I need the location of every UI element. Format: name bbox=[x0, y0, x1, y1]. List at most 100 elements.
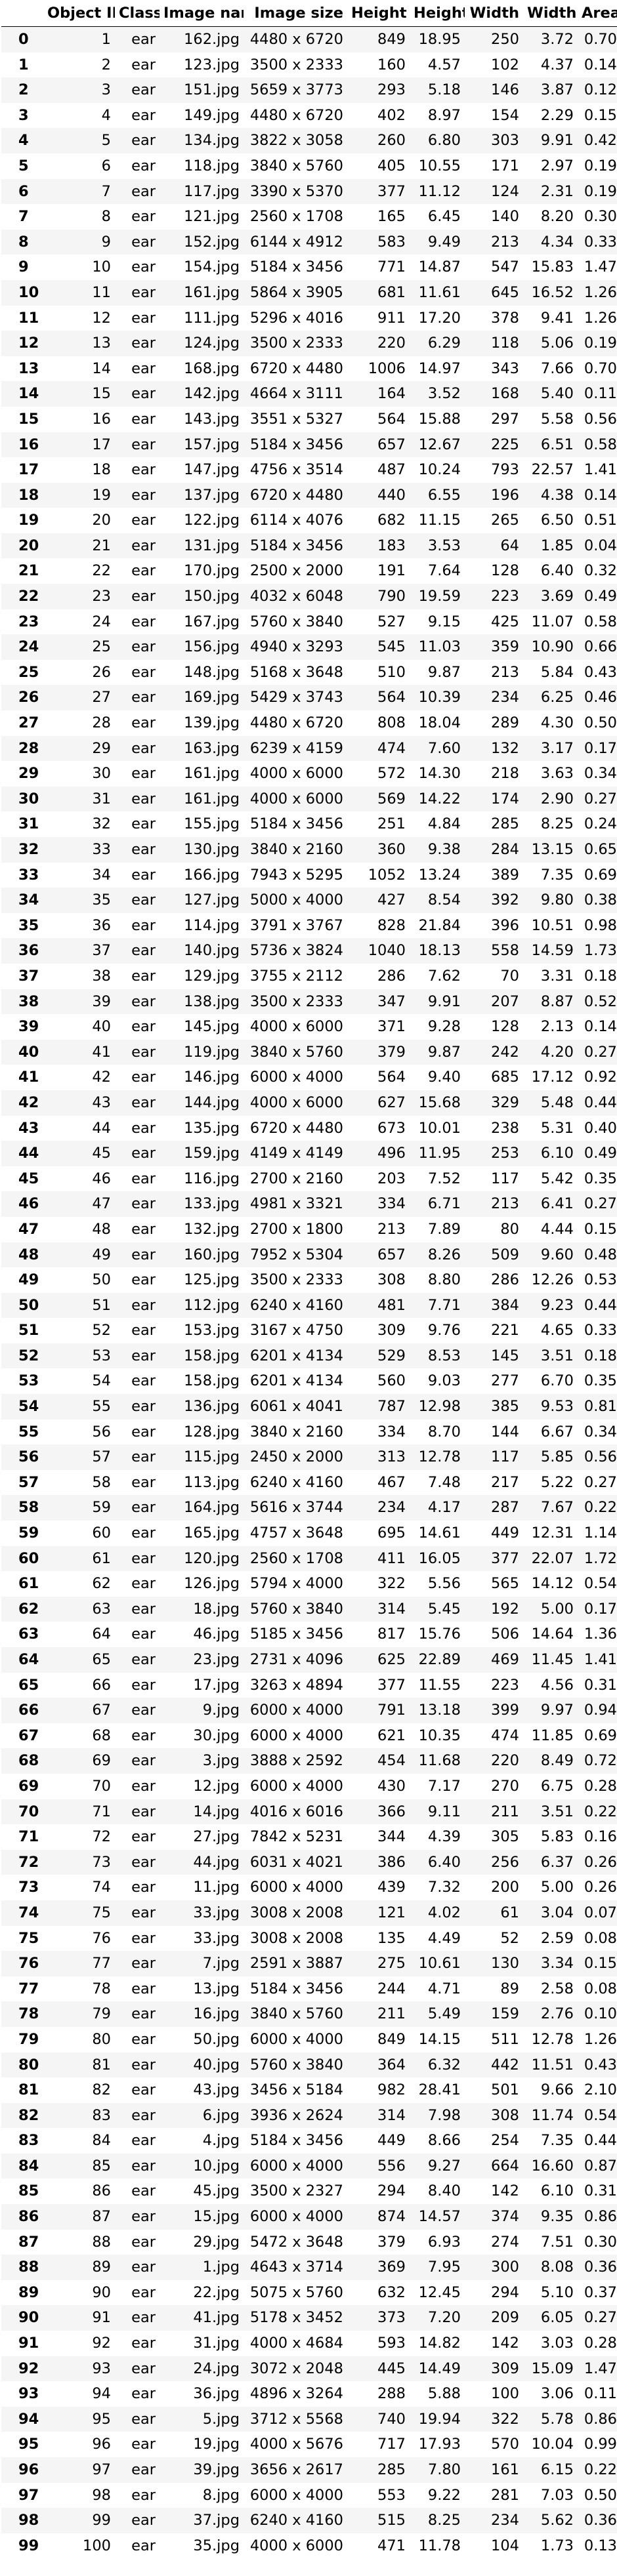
area-cell: 0.94 bbox=[578, 1698, 617, 1723]
height-px-cell: 430 bbox=[377, 1777, 406, 1795]
image-size-cell: 3456 x 5184 bbox=[249, 2081, 343, 2099]
image-size-cell: 3551 x 5327 bbox=[249, 410, 343, 428]
height-px-cell: 234 bbox=[347, 1495, 410, 1521]
image-size-cell: 6061 x 4041 bbox=[244, 1394, 347, 1420]
width-pct-cell: 8.87 bbox=[523, 989, 578, 1015]
table-row: 76 77 ear 7.jpg 2591 x 3887 275 10.61 130 3.34 0.… bbox=[1, 1951, 617, 1976]
width-px-cell: 253 bbox=[465, 1141, 523, 1166]
width-pct-cell: 4.44 bbox=[540, 1220, 574, 1238]
height-px-cell: 583 bbox=[347, 229, 410, 255]
table-row: 24 25 ear 156.jpg 4940 x 3293 545 11.03 359 10.9… bbox=[1, 634, 617, 660]
table-row: 45 46 ear 116.jpg 2700 x 2160 203 7.52 117 5.42 0… bbox=[1, 1166, 617, 1192]
height-px-cell: 445 bbox=[347, 2356, 410, 2382]
row-index: 57 bbox=[18, 1473, 39, 1491]
height-pct-cell: 7.80 bbox=[410, 2457, 465, 2483]
table-row: 78 79 ear 16.jpg 3840 x 5760 211 5.49 159 2.76 0.… bbox=[1, 2001, 617, 2027]
width-pct-cell: 15.83 bbox=[531, 258, 574, 276]
height-pct-cell: 28.41 bbox=[418, 2081, 461, 2099]
image-name-cell: 161.jpg bbox=[184, 765, 240, 783]
height-pct-cell: 21.84 bbox=[418, 916, 461, 934]
area-cell: 0.36 bbox=[578, 2508, 617, 2533]
image-size-cell: 4032 x 6048 bbox=[244, 584, 347, 609]
height-pct-cell: 7.95 bbox=[410, 2255, 465, 2280]
width-pct-cell: 12.26 bbox=[531, 1271, 574, 1289]
area-cell: 0.52 bbox=[578, 989, 617, 1015]
table-row: 43 44 ear 135.jpg 6720 x 4480 673 10.01 238 5.31… bbox=[1, 1116, 617, 1141]
height-px-cell: 471 bbox=[377, 2537, 406, 2554]
width-pct-cell: 5.78 bbox=[523, 2406, 578, 2432]
row-index: 32 bbox=[1, 837, 43, 863]
width-pct-cell: 9.80 bbox=[523, 888, 578, 913]
header-index bbox=[1, 0, 43, 27]
table-row: 60 61 ear 120.jpg 2560 x 1708 411 16.05 377 22.0… bbox=[1, 1545, 617, 1572]
width-pct-cell: 6.75 bbox=[540, 1777, 574, 1795]
image-name-cell: 160.jpg bbox=[160, 1242, 244, 1268]
object-id-cell: 27 bbox=[43, 685, 115, 711]
area-cell: 0.66 bbox=[578, 634, 617, 660]
row-index: 34 bbox=[1, 888, 43, 913]
row-index: 82 bbox=[1, 2102, 43, 2129]
height-px-cell: 632 bbox=[377, 2283, 406, 2301]
width-px-cell: 117 bbox=[465, 1444, 523, 1470]
width-px-cell: 70 bbox=[500, 967, 519, 985]
image-name-cell: 29.jpg bbox=[193, 2233, 240, 2251]
width-px-cell: 664 bbox=[465, 2153, 523, 2179]
width-pct-cell: 7.51 bbox=[540, 2233, 574, 2251]
table-row: 57 58 ear 113.jpg 6240 x 4160 467 7.48 217 5.22 0… bbox=[1, 1470, 617, 1496]
image-size-cell: 2700 x 1800 bbox=[249, 1220, 343, 1238]
area-cell: 0.11 bbox=[584, 2385, 617, 2403]
height-px-cell: 621 bbox=[377, 1727, 406, 1744]
object-id-cell: 85 bbox=[43, 2153, 115, 2179]
table-row: 2 3 ear 151.jpg 5659 x 3773 293 5.18 146 3.87 0.1… bbox=[1, 77, 617, 103]
image-name-cell: 145.jpg bbox=[184, 1018, 240, 1036]
table-row: 66 67 ear 9.jpg 6000 x 4000 791 13.18 399 9.97 0.… bbox=[1, 1698, 617, 1723]
row-index: 8 bbox=[1, 229, 43, 255]
image-name-cell: 148.jpg bbox=[184, 663, 240, 681]
row-index: 19 bbox=[18, 512, 39, 529]
table-row: 80 81 ear 40.jpg 5760 x 3840 364 6.32 442 11.51 0… bbox=[1, 2052, 617, 2078]
image-size-cell: 5184 x 3456 bbox=[249, 258, 343, 276]
width-px-cell: 309 bbox=[465, 2356, 523, 2382]
height-pct-cell: 14.57 bbox=[410, 2204, 465, 2230]
area-cell: 0.48 bbox=[578, 1242, 617, 1268]
class-cell: ear bbox=[131, 1271, 156, 1289]
image-name-cell: 129.jpg bbox=[184, 967, 240, 985]
height-px-cell: 379 bbox=[347, 1039, 410, 1065]
table-row: 17 18 ear 147.jpg 4756 x 3514 487 10.24 793 22.5… bbox=[1, 457, 617, 483]
image-size-cell: 5864 x 3905 bbox=[244, 279, 347, 306]
width-pct-cell: 9.41 bbox=[540, 309, 574, 327]
object-id-cell: 37 bbox=[43, 938, 115, 964]
class-cell: ear bbox=[115, 735, 160, 762]
image-size-cell: 5000 x 4000 bbox=[244, 888, 347, 913]
object-id-cell: 43 bbox=[43, 1090, 115, 1116]
height-px-cell: 454 bbox=[347, 1748, 410, 1774]
row-index: 24 bbox=[1, 634, 43, 660]
table-header: Object ID Class Image name Image size He… bbox=[1, 0, 617, 27]
height-pct-cell: 10.01 bbox=[418, 1119, 461, 1137]
object-id-cell: 7 bbox=[43, 178, 115, 205]
image-size-cell: 5184 x 3456 bbox=[244, 432, 347, 458]
class-cell: ear bbox=[115, 1191, 160, 1217]
object-id-cell: 86 bbox=[92, 2182, 111, 2200]
image-name-cell: 139.jpg bbox=[184, 714, 240, 732]
area-cell: 0.22 bbox=[578, 2457, 617, 2483]
width-px-cell: 142 bbox=[491, 2335, 519, 2352]
image-name-cell: 161.jpg bbox=[160, 279, 244, 306]
image-size-cell: 3888 x 2592 bbox=[244, 1748, 347, 1774]
width-px-cell: 378 bbox=[491, 309, 519, 327]
object-id-cell: 98 bbox=[92, 2486, 111, 2504]
class-cell: ear bbox=[115, 128, 160, 153]
area-cell: 0.26 bbox=[578, 1849, 617, 1875]
width-px-cell: 501 bbox=[491, 2081, 519, 2099]
area-cell: 0.28 bbox=[584, 1777, 617, 1795]
row-index: 13 bbox=[18, 359, 39, 377]
object-id-cell: 31 bbox=[43, 786, 115, 812]
image-name-cell: 39.jpg bbox=[160, 2457, 244, 2483]
width-pct-cell: 6.41 bbox=[523, 1191, 578, 1217]
height-pct-cell: 11.12 bbox=[410, 178, 465, 205]
height-px-cell: 373 bbox=[347, 2305, 410, 2331]
image-name-cell: 124.jpg bbox=[160, 331, 244, 356]
width-px-cell: 52 bbox=[500, 1929, 519, 1947]
height-pct-cell: 9.91 bbox=[410, 989, 465, 1015]
width-px-cell: 145 bbox=[465, 1343, 523, 1369]
